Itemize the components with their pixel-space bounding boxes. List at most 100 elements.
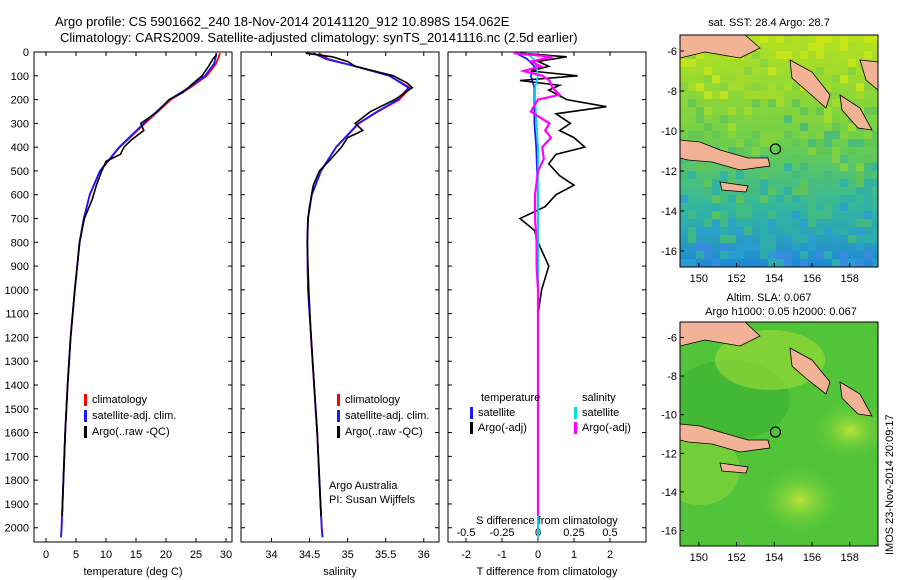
sst-map-pixel bbox=[776, 195, 784, 203]
sst-map-pixel bbox=[712, 187, 720, 195]
sst-map-pixel bbox=[768, 131, 776, 139]
map-x-tick-label: 150 bbox=[690, 273, 708, 285]
sst-map-pixel bbox=[688, 227, 696, 235]
sst-map-pixel bbox=[720, 251, 728, 259]
sst-map-pixel bbox=[696, 163, 704, 171]
sst-map-pixel bbox=[824, 83, 832, 91]
sst-map-pixel bbox=[784, 35, 792, 43]
sst-map-pixel bbox=[776, 211, 784, 219]
depth-tick-label: 100 bbox=[11, 71, 29, 83]
sst-map-pixel bbox=[712, 203, 720, 211]
sst-map-pixel bbox=[800, 59, 808, 67]
sst-map-pixel bbox=[688, 211, 696, 219]
sst-map-pixel bbox=[824, 35, 832, 43]
x-axis-label: T difference from climatology bbox=[477, 566, 618, 578]
depth-tick-label: 900 bbox=[11, 261, 29, 273]
sst-map-pixel bbox=[808, 235, 816, 243]
sst-map-pixel bbox=[760, 219, 768, 227]
sst-map-pixel bbox=[800, 43, 808, 51]
sst-map-pixel bbox=[784, 235, 792, 243]
depth-tick-label: 1000 bbox=[5, 285, 29, 297]
sst-map-pixel bbox=[816, 67, 824, 75]
sst-map-pixel bbox=[856, 163, 864, 171]
sst-map-pixel bbox=[712, 99, 720, 107]
sst-map-pixel bbox=[768, 211, 776, 219]
sst-map-pixel bbox=[752, 243, 760, 251]
sst-map-pixel bbox=[816, 107, 824, 115]
sst-map-pixel bbox=[776, 259, 784, 267]
x-tick-label: 0 bbox=[43, 549, 49, 561]
map-x-tick-label: 150 bbox=[690, 552, 708, 564]
sst-map-pixel bbox=[728, 179, 736, 187]
map-x-tick-label: 156 bbox=[803, 273, 821, 285]
sst-map-pixel bbox=[720, 107, 728, 115]
sst-map-pixel bbox=[824, 139, 832, 147]
sst-map-pixel bbox=[816, 35, 824, 43]
sst-map-pixel bbox=[768, 235, 776, 243]
sst-map-pixel bbox=[808, 51, 816, 59]
depth-tick-label: 1800 bbox=[5, 475, 29, 487]
sst-map-pixel bbox=[792, 115, 800, 123]
legend-swatch bbox=[84, 426, 87, 438]
depth-tick-label: 600 bbox=[11, 190, 29, 202]
sst-map-pixel bbox=[808, 219, 816, 227]
sst-map-pixel bbox=[808, 211, 816, 219]
sst-map-pixel bbox=[808, 147, 816, 155]
sst-map-pixel bbox=[864, 51, 872, 59]
sst-map-pixel bbox=[840, 203, 848, 211]
sst-map-pixel bbox=[760, 243, 768, 251]
sst-map-pixel bbox=[840, 115, 848, 123]
salinity-annotation: Argo Australia bbox=[329, 480, 398, 492]
sst-map-pixel bbox=[848, 219, 856, 227]
sst-map-pixel bbox=[752, 131, 760, 139]
sst-map-pixel bbox=[784, 51, 792, 59]
sst-map-pixel bbox=[776, 91, 784, 99]
sst-map-pixel bbox=[800, 123, 808, 131]
sst-map-pixel bbox=[824, 131, 832, 139]
sst-map-pixel bbox=[744, 139, 752, 147]
sst-map-pixel bbox=[824, 171, 832, 179]
map-x-tick-label: 154 bbox=[765, 552, 783, 564]
map-y-tick-label: -10 bbox=[661, 126, 677, 138]
sst-map-pixel bbox=[728, 123, 736, 131]
sst-map-pixel bbox=[760, 227, 768, 235]
sst-map-pixel bbox=[872, 35, 878, 43]
sst-map-pixel bbox=[848, 59, 856, 67]
sst-map-pixel bbox=[760, 91, 768, 99]
x-tick-label: 2 bbox=[607, 549, 613, 561]
sst-map-pixel bbox=[704, 67, 712, 75]
sst-map-pixel bbox=[680, 195, 688, 203]
sst-map-pixel bbox=[696, 115, 704, 123]
sst-map-pixel bbox=[792, 171, 800, 179]
sst-map-pixel bbox=[760, 251, 768, 259]
depth-tick-label: 1300 bbox=[5, 356, 29, 368]
sst-map-pixel bbox=[736, 147, 744, 155]
sst-map-pixel bbox=[712, 227, 720, 235]
s-diff-tick-label: -0.25 bbox=[489, 527, 514, 539]
sst-map-pixel bbox=[856, 259, 864, 267]
sst-map-pixel bbox=[792, 227, 800, 235]
sst-map-pixel bbox=[744, 203, 752, 211]
sst-map-pixel bbox=[816, 51, 824, 59]
sst-map-pixel bbox=[720, 83, 728, 91]
sst-map-pixel bbox=[840, 251, 848, 259]
s-diff-tick-label: 0.25 bbox=[563, 527, 584, 539]
sst-map-pixel bbox=[864, 83, 872, 91]
sst-map-pixel bbox=[704, 75, 712, 83]
sst-map-pixel bbox=[792, 51, 800, 59]
sst-map-pixel bbox=[840, 131, 848, 139]
sst-map-pixel bbox=[728, 251, 736, 259]
sst-map-pixel bbox=[808, 187, 816, 195]
sst-map-pixel bbox=[696, 99, 704, 107]
sst-map-pixel bbox=[848, 67, 856, 75]
sst-map-pixel bbox=[776, 219, 784, 227]
sst-map-pixel bbox=[712, 75, 720, 83]
sst-map-pixel bbox=[736, 211, 744, 219]
sst-map-pixel bbox=[760, 43, 768, 51]
sst-map-pixel bbox=[776, 51, 784, 59]
sst-map-pixel bbox=[800, 131, 808, 139]
sst-map-pixel bbox=[720, 195, 728, 203]
x-tick-label: 35.5 bbox=[375, 549, 396, 561]
sst-map-pixel bbox=[720, 211, 728, 219]
sst-map-pixel bbox=[832, 235, 840, 243]
